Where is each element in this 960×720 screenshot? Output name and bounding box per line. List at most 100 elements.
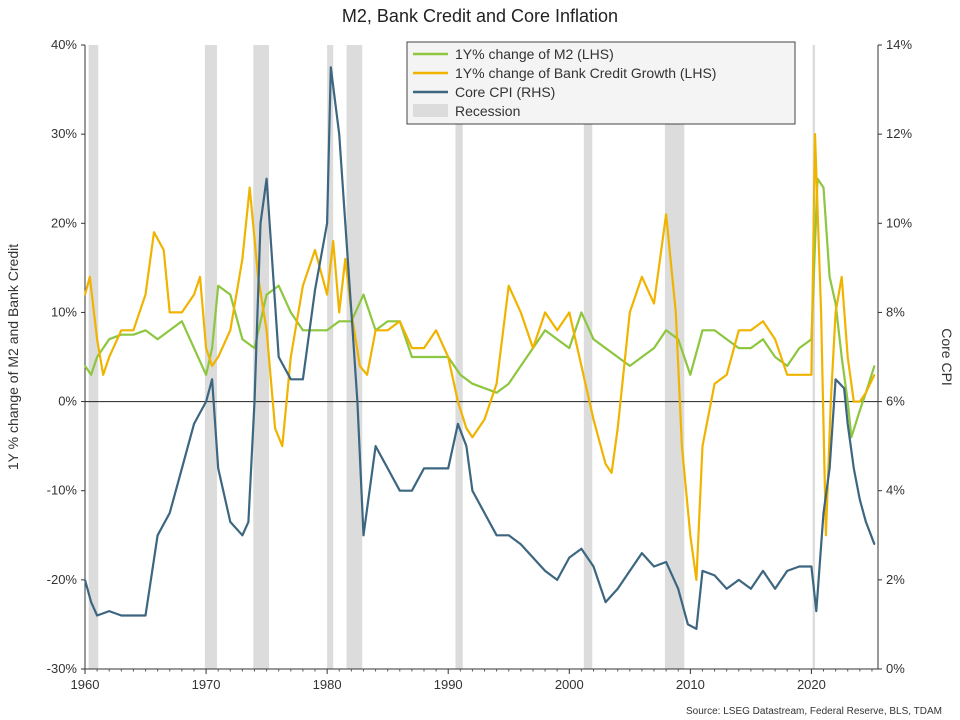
series-point-2 [362,534,365,537]
series-point-0 [411,356,413,358]
series-point-1 [435,329,437,332]
series-point-0 [108,338,111,340]
chart-title: M2, Bank Credit and Core Inflation [342,6,618,26]
series-point-1 [610,472,613,474]
series-point-2 [865,521,867,523]
series-point-1 [834,311,837,314]
series-point-2 [181,467,183,470]
series-point-0 [423,356,425,358]
source-note: Source: LSEG Datastream, Federal Reserve… [686,706,942,717]
series-point-2 [168,512,171,514]
series-point-2 [762,570,764,572]
series-point-1 [495,382,498,385]
series-point-1 [465,427,468,430]
series-point-1 [398,320,401,323]
legend-swatch-3 [413,104,448,117]
series-point-1 [471,436,474,439]
series-point-0 [217,284,219,287]
series-point-2 [653,565,655,568]
series-point-1 [211,365,213,367]
y-right-tick-label: 10% [886,215,912,230]
series-point-2 [374,445,377,447]
series-point-0 [241,338,244,340]
series-point-2 [217,467,219,470]
series-point-1 [859,400,861,403]
legend-label-0: 1Y% change of M2 (LHS) [455,46,614,62]
series-point-2 [211,378,213,381]
series-point-1 [737,329,740,332]
series-point-0 [144,329,147,332]
legend-label-1: 1Y% change of Bank Credit Growth (LHS) [455,65,716,81]
series-point-0 [616,356,619,358]
series-point-2 [507,534,510,537]
series-point-1 [241,258,244,260]
y-left-tick-label: -30% [47,661,78,676]
series-point-1 [750,329,752,332]
series-point-1 [774,338,776,340]
y-right-tick-label: 8% [886,304,905,319]
series-point-1 [825,534,827,537]
series-point-1 [592,418,595,421]
series-point-1 [681,445,683,447]
series-point-2 [828,467,831,470]
x-tick-label: 1960 [71,677,100,692]
series-point-1 [314,249,316,251]
series-point-0 [193,347,195,349]
series-point-1 [556,329,558,332]
series-point-1 [181,311,183,314]
series-point-0 [737,347,740,349]
series-point-2 [90,601,92,603]
series-point-0 [822,186,825,189]
series-point-2 [677,587,680,590]
series-point-2 [398,489,401,492]
series-point-2 [465,445,468,447]
x-tick-label: 2020 [797,677,826,692]
series-point-1 [840,275,843,278]
series-point-2 [435,467,437,470]
series-point-2 [471,489,474,492]
y-right-tick-label: 0% [886,661,905,676]
series-point-2 [687,623,689,626]
series-point-2 [580,547,583,550]
series-point-2 [568,556,571,559]
y-left-tick-label: -20% [47,572,78,587]
x-tick-label: 1990 [434,677,463,692]
series-point-1 [762,320,764,323]
series-point-0 [90,374,92,376]
series-point-0 [850,436,853,439]
series-point-1 [810,374,813,376]
series-point-2 [344,222,347,225]
recession-band-3 [327,45,334,669]
x-tick-label: 1980 [313,677,342,692]
series-point-1 [162,249,165,251]
series-point-1 [665,213,667,216]
series-point-0 [277,284,280,287]
series-point-2 [846,423,849,425]
series-point-2 [701,570,704,572]
series-point-1 [786,374,788,376]
left-axis-title: 1Y % change of M2 and Bank Credit [5,244,21,470]
series-point-0 [483,387,486,390]
series-point-1 [290,356,292,358]
series-point-2 [253,400,256,403]
series-point-0 [253,347,256,349]
series-point-0 [265,293,268,296]
series-point-1 [829,400,832,403]
series-point-1 [338,311,341,314]
series-point-1 [281,445,284,447]
series-point-2 [520,543,522,545]
legend: 1Y% change of M2 (LHS) 1Y% change of Bank… [406,41,796,125]
recession-band-0 [88,45,99,669]
recession-band-2 [253,45,270,669]
series-point-0 [326,329,328,332]
series-point-2 [786,570,788,572]
series-point-1 [229,329,232,332]
series-point-2 [259,222,262,225]
series-point-1 [108,356,111,358]
series-point-1 [120,329,123,332]
series-point-1 [725,374,728,376]
series-point-1 [366,374,368,376]
series-point-2 [532,556,534,559]
series-point-1 [483,418,486,421]
